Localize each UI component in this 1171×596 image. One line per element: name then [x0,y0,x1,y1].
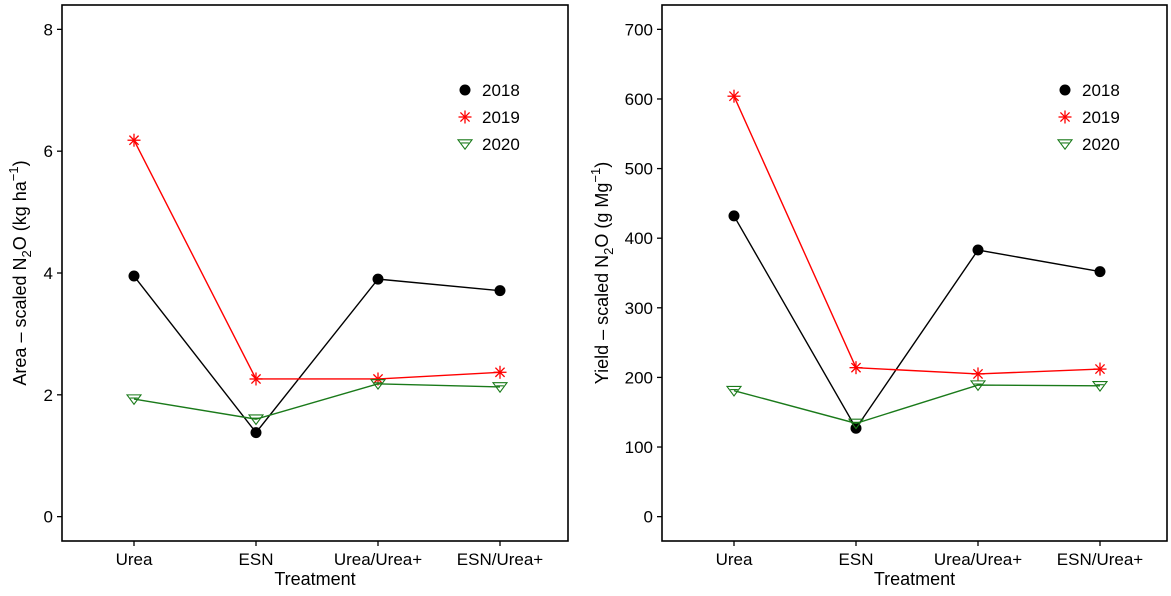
legend-label: 2020 [482,135,520,154]
legend-label: 2018 [1082,81,1120,100]
y-tick-label: 8 [44,20,53,39]
x-tick-label: ESN [839,550,874,569]
data-point-2020 [847,418,865,430]
data-point-2020 [725,385,743,397]
y-tick-label: 200 [625,368,653,387]
data-point-2020 [247,414,265,426]
data-point-2018 [972,244,984,256]
data-point-2018 [250,427,262,439]
x-tick-label: Urea [716,550,753,569]
legend: 2018 2019 2020 [456,81,520,154]
data-point-2019 [849,361,863,375]
series-2020 [125,379,509,426]
data-point-2018 [728,210,740,222]
data-point-2018 [128,270,140,282]
y-axis-title: Area – scaled N2O (kg ha−1) [6,160,34,385]
data-point-2020 [369,379,387,391]
x-tick-label: Urea/Urea+ [334,550,422,569]
legend-marker-2019 [458,110,472,124]
y-tick-label: 0 [644,508,653,527]
data-point-2019 [249,372,263,386]
plot-border [661,4,1168,542]
chart-panel-1: 0 2 4 6 8 Urea ESN Urea/Urea+ ESN/Urea+ Treatment… [6,4,569,589]
y-tick-label: 100 [625,438,653,457]
data-point-2020 [125,394,143,406]
x-axis-title: Treatment [874,569,955,589]
series-2020 [725,380,1109,430]
y-tick-label: 4 [44,264,53,283]
data-point-2020 [1091,381,1109,392]
data-point-2018 [494,285,506,297]
legend-marker-2020 [1056,139,1074,151]
y-tick-label: 6 [44,142,53,161]
y-tick-label: 300 [625,299,653,318]
x-tick-label: Urea [116,550,153,569]
data-point-2020 [491,382,509,394]
y-tick-label: 2 [44,386,53,405]
data-point-2018 [1094,266,1106,278]
legend-label: 2019 [1082,108,1120,127]
data-point-2020 [969,380,987,392]
series-2019 [727,89,1107,381]
y-tick-label: 400 [625,229,653,248]
series-line-2020 [133,383,501,420]
y-tick-label: 600 [625,90,653,109]
legend-marker-2018 [1059,84,1071,96]
series-2019 [127,133,507,386]
legend-label: 2020 [1082,135,1120,154]
series-line-2019 [133,139,501,380]
data-point-2019 [127,133,141,147]
data-point-2019 [493,365,507,379]
data-point-2019 [971,367,985,381]
legend: 2018 2019 2020 [1056,81,1120,154]
y-tick-label: 700 [625,20,653,39]
series-2018 [128,270,506,439]
chart-panel-2: 0 100 200 300 400 500 600 700 Urea ESN Urea/Urea+ E… [588,4,1168,589]
data-point-2019 [1093,362,1107,376]
series-2018 [728,210,1106,434]
series-line-2019 [733,95,1101,375]
legend-marker-2020 [456,139,474,151]
data-point-2018 [372,273,384,285]
y-axis-title: Yield – scaled N2O (g Mg−1) [588,162,616,384]
legend-label: 2019 [482,108,520,127]
legend-label: 2018 [482,81,520,100]
y-tick-label: 0 [44,508,53,527]
y-tick-label: 500 [625,160,653,179]
legend-marker-2018 [459,84,471,96]
legend-marker-2019 [1058,110,1072,124]
x-tick-label: ESN [239,550,274,569]
data-point-2019 [727,89,741,103]
series-line-2020 [733,384,1101,425]
series-line-2018 [733,215,1101,430]
x-tick-label: ESN/Urea+ [1057,550,1144,569]
x-axis-title: Treatment [274,569,355,589]
series-line-2018 [133,275,501,434]
x-tick-label: Urea/Urea+ [934,550,1022,569]
x-tick-label: ESN/Urea+ [457,550,544,569]
